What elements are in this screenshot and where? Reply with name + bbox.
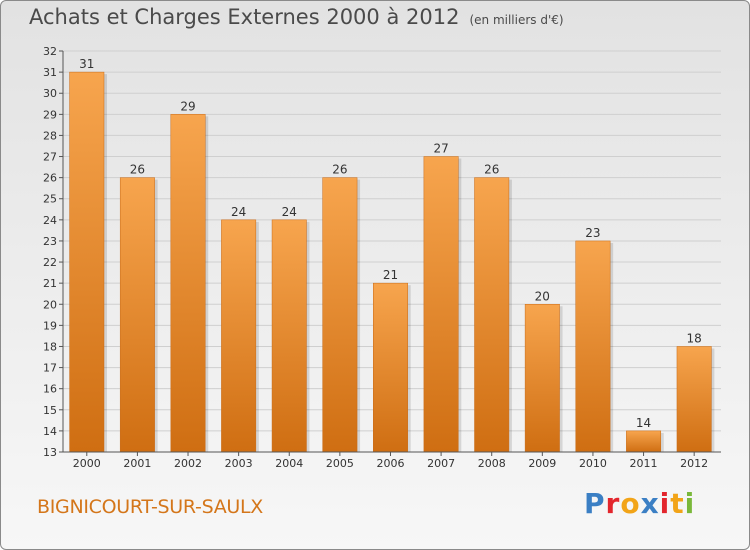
x-tick-label: 2004 bbox=[275, 457, 303, 470]
y-tick-label: 25 bbox=[43, 193, 57, 206]
bar-value-label: 18 bbox=[687, 331, 702, 345]
x-tick-label: 2010 bbox=[579, 457, 607, 470]
bar bbox=[373, 282, 408, 453]
axes: 13 14 15 16 17 18 19 20 21 22 23 24 25 26 27 28 29 30 31 32… bbox=[43, 45, 721, 470]
bar bbox=[221, 219, 257, 453]
bar-series: 31 26 29 24 24 26 21 27 26 20 23 14 18 bbox=[69, 57, 715, 453]
bar-value-label: 31 bbox=[79, 57, 94, 71]
bar bbox=[69, 71, 105, 453]
y-tick-label: 14 bbox=[43, 425, 57, 438]
town-name: BIGNICOURT-SUR-SAULX bbox=[37, 496, 264, 518]
bar-value-label: 26 bbox=[484, 163, 499, 177]
x-tick-label: 2008 bbox=[478, 457, 506, 470]
bar-value-label: 24 bbox=[282, 205, 297, 219]
bar bbox=[474, 177, 510, 453]
bar bbox=[676, 346, 712, 453]
y-tick-label: 16 bbox=[43, 383, 57, 396]
y-tick-label: 17 bbox=[43, 362, 57, 375]
x-tick-label: 2006 bbox=[376, 457, 404, 470]
x-tick-label: 2012 bbox=[680, 457, 708, 470]
y-tick-label: 26 bbox=[43, 172, 57, 185]
bar-value-label: 20 bbox=[535, 289, 550, 303]
bar-value-label: 26 bbox=[332, 163, 347, 177]
logo-letter: o bbox=[620, 487, 641, 520]
y-tick-label: 15 bbox=[43, 404, 57, 417]
y-tick-label: 24 bbox=[43, 214, 57, 227]
y-tick-label: 20 bbox=[43, 298, 57, 311]
x-tick-label: 2009 bbox=[528, 457, 556, 470]
x-tick-label: 2005 bbox=[326, 457, 354, 470]
bar bbox=[423, 156, 459, 453]
bar-value-label: 14 bbox=[636, 416, 651, 430]
y-tick-label: 32 bbox=[43, 45, 57, 58]
bar-value-label: 23 bbox=[585, 226, 600, 240]
y-tick-label: 19 bbox=[43, 319, 57, 332]
logo-letter: i bbox=[659, 487, 671, 520]
bar-value-label: 26 bbox=[130, 163, 145, 177]
y-tick-label: 27 bbox=[43, 151, 57, 164]
chart-unit: (en milliers d'€) bbox=[469, 13, 564, 27]
y-tick-label: 13 bbox=[43, 446, 57, 459]
bar bbox=[626, 430, 662, 453]
x-tick-label: 2007 bbox=[427, 457, 455, 470]
y-tick-label: 31 bbox=[43, 66, 57, 79]
y-tick-label: 29 bbox=[43, 108, 57, 121]
bar-value-label: 21 bbox=[383, 268, 398, 282]
logo-letter: x bbox=[640, 487, 660, 520]
bar bbox=[119, 177, 155, 453]
bar-value-label: 27 bbox=[433, 142, 448, 156]
x-tick-label: 2000 bbox=[73, 457, 101, 470]
y-tick-label: 28 bbox=[43, 129, 57, 142]
y-tick-label: 23 bbox=[43, 235, 57, 248]
bar-value-label: 24 bbox=[231, 205, 246, 219]
bar bbox=[271, 219, 307, 453]
chart-title: Achats et Charges Externes 2000 à 2012 (e… bbox=[29, 5, 564, 29]
chart-title-text: Achats et Charges Externes 2000 à 2012 bbox=[29, 5, 460, 29]
x-tick-label: 2011 bbox=[630, 457, 658, 470]
logo-letter: r bbox=[605, 487, 621, 520]
logo-letter: i bbox=[684, 487, 696, 520]
y-tick-label: 30 bbox=[43, 87, 57, 100]
proxiti-logo: Proxiti bbox=[584, 487, 695, 520]
bar bbox=[575, 240, 611, 453]
logo-letter: t bbox=[670, 487, 685, 520]
x-tick-label: 2002 bbox=[174, 457, 202, 470]
bar bbox=[524, 304, 560, 453]
y-tick-label: 21 bbox=[43, 277, 57, 290]
bar bbox=[170, 114, 206, 453]
bar bbox=[322, 177, 358, 453]
y-tick-label: 22 bbox=[43, 256, 57, 269]
bar-value-label: 29 bbox=[180, 99, 195, 113]
x-tick-label: 2001 bbox=[123, 457, 151, 470]
logo-letter: P bbox=[584, 487, 606, 520]
x-tick-label: 2003 bbox=[225, 457, 253, 470]
y-tick-label: 18 bbox=[43, 340, 57, 353]
